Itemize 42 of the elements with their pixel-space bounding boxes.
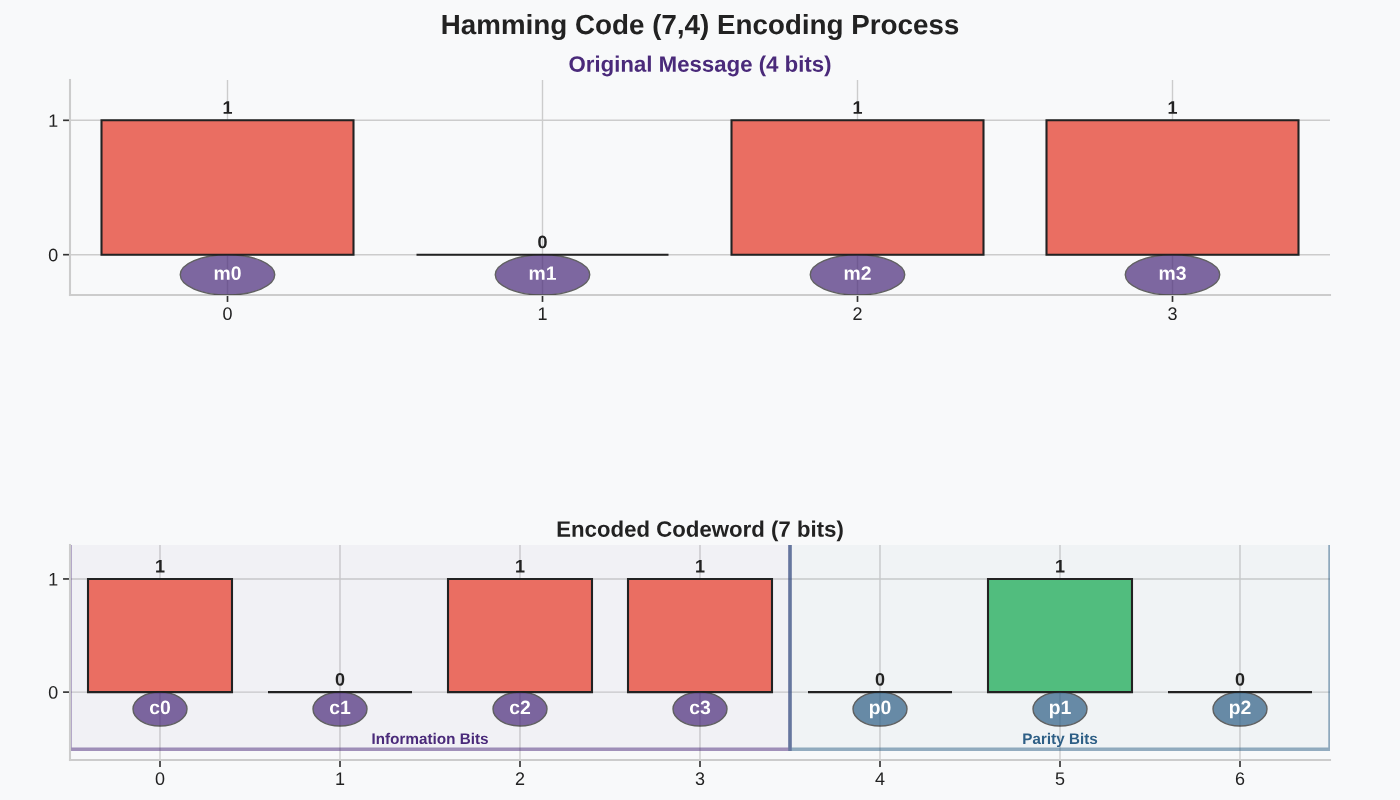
data-label: 0	[538, 235, 547, 249]
x-tick-label: 1	[336, 772, 345, 785]
annotation: c0	[149, 700, 171, 715]
chart-title: Hamming Code (7,4) Encoding Process	[442, 13, 959, 41]
annotation: c3	[689, 700, 711, 715]
x-tick-label: 1	[538, 307, 547, 320]
annotation: p0	[869, 700, 891, 719]
x-tick-label: 4	[875, 772, 885, 785]
band-label: Information Bits	[372, 732, 488, 745]
annotation: p2	[1229, 700, 1251, 719]
data-label: 1	[156, 560, 165, 573]
annotation: m2	[844, 266, 871, 280]
data-label: 0	[875, 672, 885, 686]
x-tick-label: 0	[223, 307, 232, 321]
data-label: 0	[335, 672, 345, 686]
x-tick-label: 6	[1235, 772, 1245, 786]
chart-title: Encoded Codeword (7 bits)	[557, 520, 843, 542]
data-label: 1	[516, 560, 525, 573]
data-label: 0	[1235, 672, 1245, 686]
data-label: 1	[853, 101, 863, 114]
band-label: Parity Bits	[1023, 732, 1098, 748]
x-tick-label: 3	[695, 772, 705, 786]
data-label: 1	[223, 101, 233, 114]
annotation: c1	[329, 700, 351, 715]
x-tick-label: 2	[515, 772, 525, 785]
y-tick-label: 0	[48, 248, 58, 262]
data-label: 1	[1168, 101, 1178, 114]
y-tick-label: 0	[48, 686, 58, 699]
annotation: m0	[214, 266, 241, 281]
x-tick-label: 2	[853, 307, 862, 320]
x-tick-label: 0	[155, 772, 165, 786]
x-tick-label: 3	[1168, 307, 1177, 321]
y-tick-label: 1	[49, 573, 58, 586]
annotation: m1	[529, 266, 557, 280]
x-tick-label: 5	[1055, 772, 1065, 786]
annotation: m3	[1159, 266, 1186, 281]
data-label: 1	[1056, 560, 1065, 573]
annotation: p1	[1049, 700, 1071, 719]
y-tick-label: 1	[49, 114, 58, 127]
annotation: c2	[509, 700, 531, 715]
data-label: 1	[696, 560, 705, 573]
chart-subtitle: Original Message (4 bits)	[569, 55, 831, 77]
